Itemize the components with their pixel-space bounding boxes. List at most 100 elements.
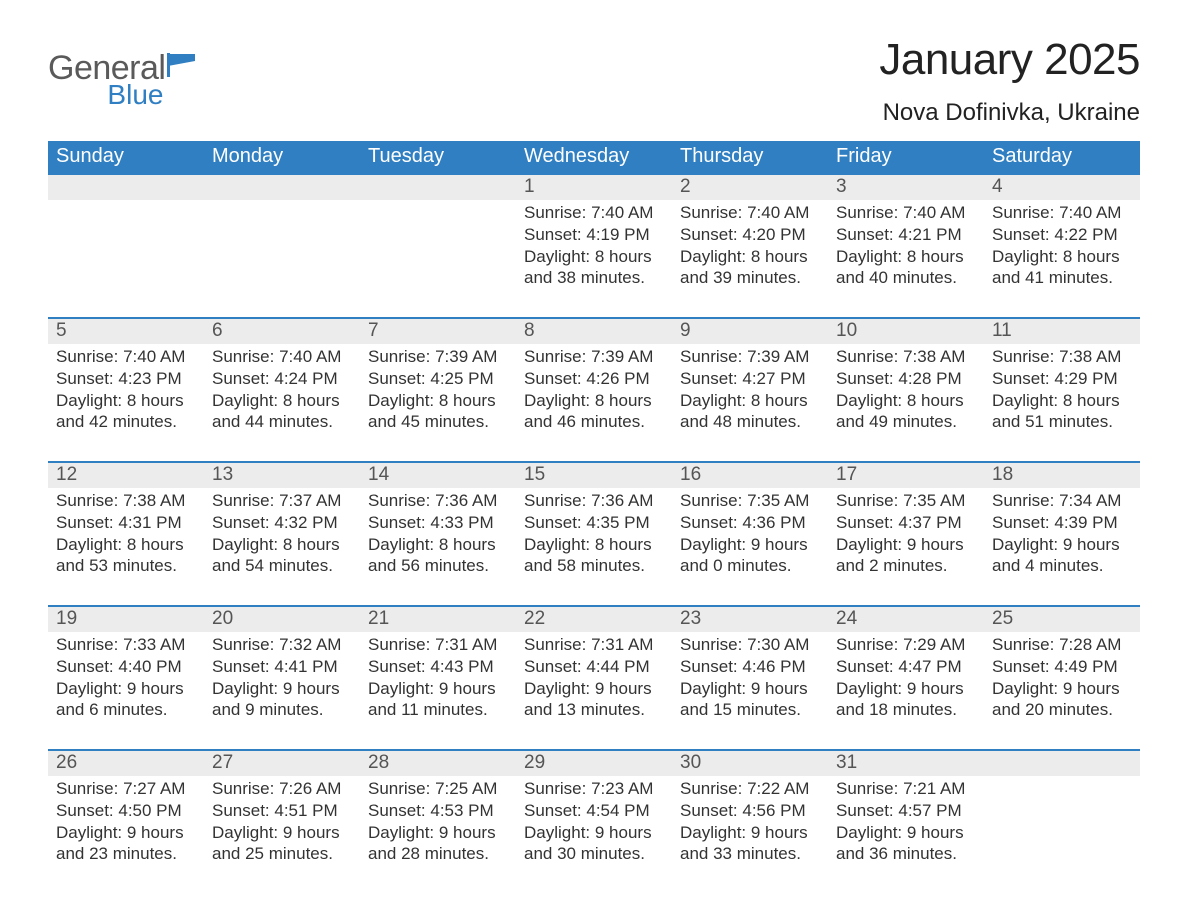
day-detail-line: Sunset: 4:44 PM bbox=[524, 656, 664, 678]
day-number: 10 bbox=[828, 319, 984, 344]
day-number: 22 bbox=[516, 607, 672, 632]
day-detail: Sunrise: 7:40 AMSunset: 4:19 PMDaylight:… bbox=[516, 200, 672, 289]
day-detail-line: Sunrise: 7:36 AM bbox=[368, 490, 508, 512]
week-block: 12131415161718Sunrise: 7:38 AMSunset: 4:… bbox=[48, 461, 1140, 605]
day-number: 4 bbox=[984, 175, 1140, 200]
flag-icon bbox=[167, 53, 197, 84]
day-detail-line: Sunrise: 7:40 AM bbox=[56, 346, 196, 368]
day-detail: Sunrise: 7:35 AMSunset: 4:36 PMDaylight:… bbox=[672, 488, 828, 577]
day-number: 25 bbox=[984, 607, 1140, 632]
day-number: 9 bbox=[672, 319, 828, 344]
day-detail-line: Sunset: 4:36 PM bbox=[680, 512, 820, 534]
day-detail-line: Daylight: 8 hours and 41 minutes. bbox=[992, 246, 1132, 290]
day-detail-line: Sunrise: 7:40 AM bbox=[680, 202, 820, 224]
day-detail-line: Daylight: 8 hours and 39 minutes. bbox=[680, 246, 820, 290]
day-number: 6 bbox=[204, 319, 360, 344]
day-number: 11 bbox=[984, 319, 1140, 344]
weekday-header: Friday bbox=[828, 141, 984, 173]
day-detail: Sunrise: 7:32 AMSunset: 4:41 PMDaylight:… bbox=[204, 632, 360, 721]
day-detail: Sunrise: 7:38 AMSunset: 4:29 PMDaylight:… bbox=[984, 344, 1140, 433]
day-number: 26 bbox=[48, 751, 204, 776]
day-detail-line: Sunrise: 7:40 AM bbox=[212, 346, 352, 368]
logo-text: General Blue bbox=[48, 53, 165, 107]
day-detail-line: Sunset: 4:54 PM bbox=[524, 800, 664, 822]
day-detail-line: Daylight: 8 hours and 56 minutes. bbox=[368, 534, 508, 578]
day-detail: Sunrise: 7:31 AMSunset: 4:43 PMDaylight:… bbox=[360, 632, 516, 721]
day-detail-line: Sunrise: 7:31 AM bbox=[524, 634, 664, 656]
day-detail: Sunrise: 7:29 AMSunset: 4:47 PMDaylight:… bbox=[828, 632, 984, 721]
day-detail: Sunrise: 7:37 AMSunset: 4:32 PMDaylight:… bbox=[204, 488, 360, 577]
day-detail-line: Sunset: 4:22 PM bbox=[992, 224, 1132, 246]
day-number: 23 bbox=[672, 607, 828, 632]
day-number bbox=[204, 175, 360, 200]
day-detail-line: Sunrise: 7:21 AM bbox=[836, 778, 976, 800]
day-detail-line: Sunset: 4:23 PM bbox=[56, 368, 196, 390]
day-detail-line: Sunrise: 7:40 AM bbox=[524, 202, 664, 224]
day-detail: Sunrise: 7:40 AMSunset: 4:20 PMDaylight:… bbox=[672, 200, 828, 289]
day-detail: Sunrise: 7:35 AMSunset: 4:37 PMDaylight:… bbox=[828, 488, 984, 577]
day-number: 16 bbox=[672, 463, 828, 488]
day-detail: Sunrise: 7:26 AMSunset: 4:51 PMDaylight:… bbox=[204, 776, 360, 865]
day-detail bbox=[204, 200, 360, 289]
day-detail-line: Daylight: 9 hours and 6 minutes. bbox=[56, 678, 196, 722]
day-number: 14 bbox=[360, 463, 516, 488]
day-number: 28 bbox=[360, 751, 516, 776]
day-detail-line: Sunset: 4:31 PM bbox=[56, 512, 196, 534]
day-detail-line: Daylight: 9 hours and 36 minutes. bbox=[836, 822, 976, 866]
day-number bbox=[984, 751, 1140, 776]
logo: General Blue bbox=[48, 35, 197, 107]
week-block: 262728293031Sunrise: 7:27 AMSunset: 4:50… bbox=[48, 749, 1140, 865]
day-detail: Sunrise: 7:39 AMSunset: 4:25 PMDaylight:… bbox=[360, 344, 516, 433]
day-detail-line: Daylight: 9 hours and 25 minutes. bbox=[212, 822, 352, 866]
location-label: Nova Dofinivka, Ukraine bbox=[879, 99, 1140, 127]
day-detail-line: Daylight: 8 hours and 46 minutes. bbox=[524, 390, 664, 434]
day-number: 19 bbox=[48, 607, 204, 632]
day-detail-line: Daylight: 9 hours and 15 minutes. bbox=[680, 678, 820, 722]
day-detail-line: Daylight: 9 hours and 18 minutes. bbox=[836, 678, 976, 722]
day-detail bbox=[48, 200, 204, 289]
day-detail-line: Daylight: 9 hours and 33 minutes. bbox=[680, 822, 820, 866]
weekday-header: Saturday bbox=[984, 141, 1140, 173]
day-detail: Sunrise: 7:36 AMSunset: 4:33 PMDaylight:… bbox=[360, 488, 516, 577]
day-detail: Sunrise: 7:38 AMSunset: 4:28 PMDaylight:… bbox=[828, 344, 984, 433]
day-number-row: 19202122232425 bbox=[48, 605, 1140, 632]
day-detail-line: Daylight: 8 hours and 51 minutes. bbox=[992, 390, 1132, 434]
day-detail-line: Daylight: 8 hours and 40 minutes. bbox=[836, 246, 976, 290]
weekday-header: Thursday bbox=[672, 141, 828, 173]
day-number bbox=[48, 175, 204, 200]
day-detail-line: Sunset: 4:32 PM bbox=[212, 512, 352, 534]
day-detail bbox=[360, 200, 516, 289]
header: General Blue January 2025 Nova Dofinivka… bbox=[48, 35, 1140, 127]
day-detail-line: Sunset: 4:39 PM bbox=[992, 512, 1132, 534]
day-detail-line: Daylight: 9 hours and 23 minutes. bbox=[56, 822, 196, 866]
day-detail-line: Sunrise: 7:34 AM bbox=[992, 490, 1132, 512]
day-detail-row: Sunrise: 7:27 AMSunset: 4:50 PMDaylight:… bbox=[48, 776, 1140, 865]
day-detail-line: Sunrise: 7:37 AM bbox=[212, 490, 352, 512]
day-detail-line: Sunrise: 7:39 AM bbox=[368, 346, 508, 368]
day-detail-line: Daylight: 9 hours and 2 minutes. bbox=[836, 534, 976, 578]
day-detail-line: Sunrise: 7:38 AM bbox=[56, 490, 196, 512]
day-detail-line: Daylight: 8 hours and 44 minutes. bbox=[212, 390, 352, 434]
day-detail-line: Daylight: 8 hours and 54 minutes. bbox=[212, 534, 352, 578]
day-number: 24 bbox=[828, 607, 984, 632]
day-detail: Sunrise: 7:21 AMSunset: 4:57 PMDaylight:… bbox=[828, 776, 984, 865]
day-detail-line: Daylight: 8 hours and 49 minutes. bbox=[836, 390, 976, 434]
day-detail-line: Daylight: 9 hours and 11 minutes. bbox=[368, 678, 508, 722]
day-detail-line: Sunrise: 7:40 AM bbox=[992, 202, 1132, 224]
day-detail-line: Sunset: 4:53 PM bbox=[368, 800, 508, 822]
day-detail-row: Sunrise: 7:40 AMSunset: 4:19 PMDaylight:… bbox=[48, 200, 1140, 317]
weekday-header: Tuesday bbox=[360, 141, 516, 173]
day-detail-line: Daylight: 8 hours and 48 minutes. bbox=[680, 390, 820, 434]
day-detail: Sunrise: 7:22 AMSunset: 4:56 PMDaylight:… bbox=[672, 776, 828, 865]
day-number: 20 bbox=[204, 607, 360, 632]
day-detail-line: Daylight: 8 hours and 58 minutes. bbox=[524, 534, 664, 578]
day-detail: Sunrise: 7:39 AMSunset: 4:27 PMDaylight:… bbox=[672, 344, 828, 433]
day-detail-line: Sunset: 4:57 PM bbox=[836, 800, 976, 822]
day-number: 3 bbox=[828, 175, 984, 200]
day-detail-row: Sunrise: 7:38 AMSunset: 4:31 PM Daylight:… bbox=[48, 488, 1140, 605]
day-detail-line: Sunrise: 7:33 AM bbox=[56, 634, 196, 656]
day-detail-line: Sunset: 4:19 PM bbox=[524, 224, 664, 246]
day-detail-line: Daylight: 8 hours and 42 minutes. bbox=[56, 390, 196, 434]
day-detail-line: Sunrise: 7:39 AM bbox=[524, 346, 664, 368]
day-detail-line: Sunrise: 7:22 AM bbox=[680, 778, 820, 800]
